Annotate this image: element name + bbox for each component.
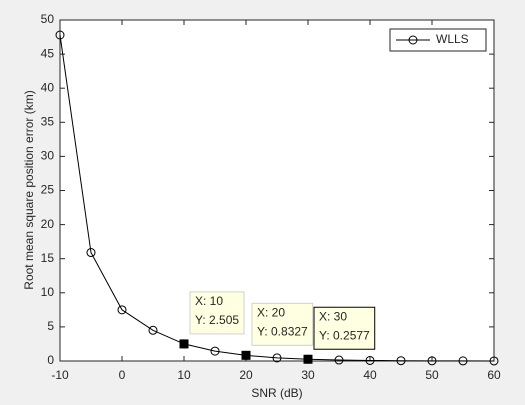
y-tick-label: 50 [41,12,55,26]
marker [272,353,282,363]
marker [365,355,375,365]
x-tick-label: 0 [119,368,126,382]
y-tick-label: 40 [41,80,55,94]
marker [489,356,499,366]
axes-box [59,19,495,362]
marker [458,356,468,366]
datatip-box [313,306,376,350]
y-tick-label: 0 [47,353,54,367]
datatip-text: X: 20 [257,305,285,319]
datatip-point [179,339,189,349]
legend-box [389,28,487,52]
y-tick-label: 15 [41,251,55,265]
marker [210,346,220,356]
datatip-point [241,350,251,360]
y-tick-label: 20 [41,217,55,231]
datatip-text: Y: 0.2577 [319,328,370,342]
x-tick-label: 10 [177,368,191,382]
x-tick-label: -10 [51,368,69,382]
datatip-box [251,302,314,346]
y-axis-label: Root mean square position error (km) [22,90,36,289]
datatip: X: 10 Y: 2.505 [189,291,245,335]
x-tick-label: 40 [363,368,377,382]
x-axis-label: SNR (dB) [251,386,302,400]
y-tick-label: 10 [41,285,55,299]
x-tick-label: 50 [425,368,439,382]
y-tick-label: 35 [41,114,55,128]
marker [396,356,406,366]
marker [86,248,96,258]
marker [148,325,158,335]
datatip-text: X: 10 [195,294,223,308]
y-tick-label: 30 [41,149,55,163]
y-tick-label: 45 [41,46,55,60]
marker [427,356,437,366]
marker [334,355,344,365]
marker [117,305,127,315]
y-tick-label: 5 [47,319,54,333]
x-tick-label: 30 [301,368,315,382]
datatip-text: Y: 2.505 [195,313,239,327]
x-tick-label: 20 [239,368,253,382]
legend-marker [408,35,418,45]
datatip: X: 30 Y: 0.2577 [313,306,376,350]
marker [55,30,65,40]
y-tick-label: 25 [41,183,55,197]
series-line [59,34,495,362]
x-tick-label: 60 [487,368,501,382]
legend-label: WLLS [436,32,469,46]
datatip-text: X: 30 [319,309,347,323]
datatip-text: Y: 0.8327 [257,324,308,338]
datatip: X: 20 Y: 0.8327 [251,302,314,346]
datatip-box [189,291,245,335]
datatip-point [303,354,313,364]
